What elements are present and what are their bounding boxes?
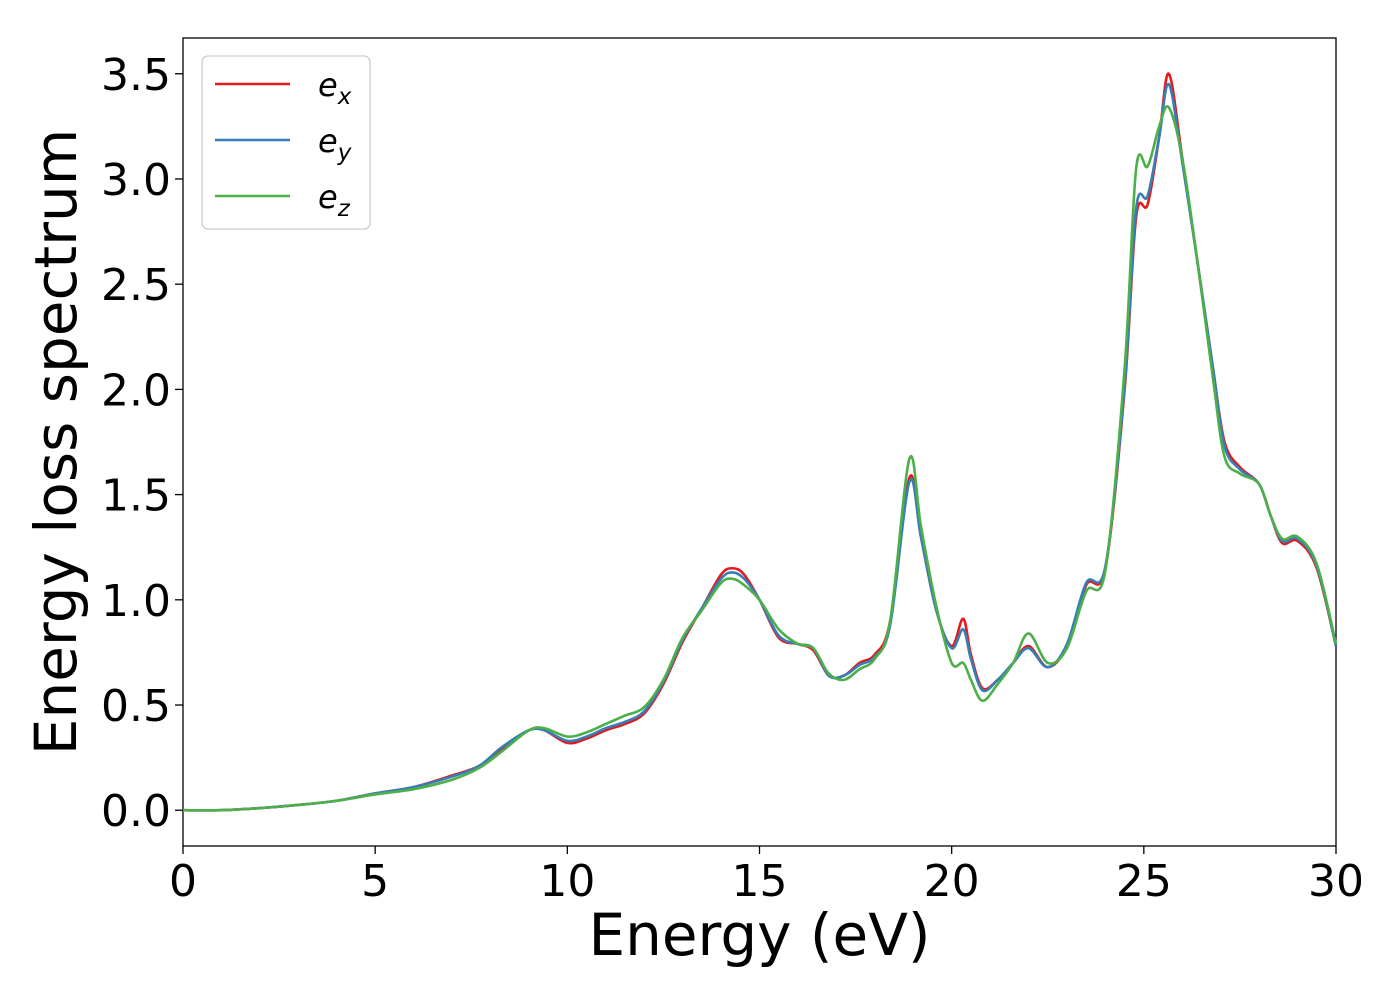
plot-area xyxy=(182,37,1337,847)
x-axis-ticks: 0 5 10 15 20 25 30 xyxy=(169,846,1364,907)
y-tick-label: 3.5 xyxy=(101,50,171,101)
x-tick-label: 5 xyxy=(361,856,389,907)
legend-label-ex: ex xyxy=(318,66,352,110)
y-tick-label: 1.5 xyxy=(101,471,171,522)
y-axis-ticks: 0.0 0.5 1.0 1.5 2.0 2.5 3.0 3.5 xyxy=(101,50,183,837)
x-tick-label: 10 xyxy=(539,856,595,907)
x-tick-label: 15 xyxy=(732,856,788,907)
y-tick-label: 0.5 xyxy=(101,681,171,732)
y-tick-label: 0.0 xyxy=(101,786,171,837)
y-axis-title: Energy loss spectrum xyxy=(22,129,90,755)
x-tick-label: 20 xyxy=(924,856,980,907)
curves-layer xyxy=(182,72,1338,812)
legend-box xyxy=(201,55,371,230)
series-line-ez xyxy=(182,105,1338,812)
y-tick-label: 1.0 xyxy=(101,576,171,627)
legend: ex ey ez xyxy=(201,55,371,230)
y-tick-label: 3.0 xyxy=(101,155,171,206)
y-tick-label: 2.0 xyxy=(101,365,171,416)
x-tick-label: 0 xyxy=(169,856,197,907)
y-tick-label: 2.5 xyxy=(101,260,171,311)
legend-label-ey: ey xyxy=(318,122,352,166)
legend-label-ez: ez xyxy=(318,178,351,222)
x-tick-label: 25 xyxy=(1116,856,1172,907)
x-tick-label: 30 xyxy=(1308,856,1364,907)
x-axis-title: Energy (eV) xyxy=(588,901,930,969)
